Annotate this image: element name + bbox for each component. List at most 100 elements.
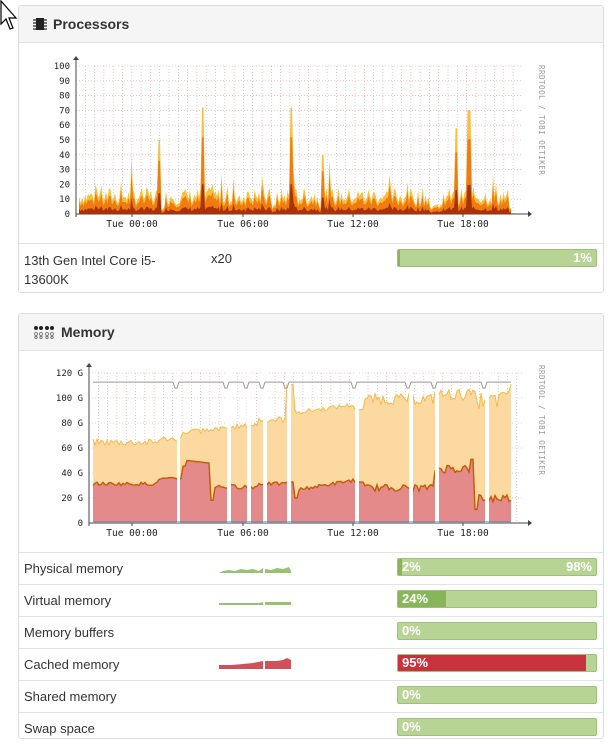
cpu-usage-percent: 1% [573,250,592,265]
memory-sparkline [219,567,291,573]
x-tick-label: Tue 12:00 [327,528,379,539]
memory-usage-fill [398,559,402,575]
memory-row-label: Virtual memory [24,593,112,608]
y-tick-label: 40 G [61,469,83,479]
y-axis-arrow [73,56,79,60]
memory-usage-bar: 2% 98% [397,558,597,576]
processors-panel: Processors 0 10 20 30 40 50 60 70 80 90 100 Tue 00:… [18,5,604,293]
x-tick-label: Tue 18:00 [437,528,489,539]
y-tick-label: 120 G [56,369,83,379]
memory-usage-bar: 24% [397,590,597,608]
x-axis-arrow [528,520,532,526]
memory-usage-percent: 24% [402,591,429,606]
memory-graph: 0 20 G 40 G 60 G 80 G 100 G 120 G Tue 00:00 Tue … [19,351,603,552]
memory-usage-percent: 0% [402,623,421,638]
memory-used-area [93,459,511,523]
sparkline-area [219,602,291,605]
memory-row: Physical memory 2% 98% [19,552,603,584]
y-tick-label: 80 [59,92,70,102]
memory-gap [435,371,439,523]
y-tick-label: 20 [59,180,70,190]
memory-usage-percent: 0% [402,687,421,702]
memory-rows: Physical memory 2% 98% Virtual memory 24% Mem… [19,552,603,744]
y-tick-label: 10 [59,195,70,205]
rrdtool-watermark: RRDTOOL / TOBI OETIKER [537,65,546,175]
sparkline-area [219,567,291,573]
y-tick-label: 70 [59,106,70,116]
memory-usage-fill [398,655,587,671]
processors-title: Processors [53,16,130,32]
memory-gap [355,371,359,523]
x-tick-label: Tue 00:00 [106,219,158,230]
memory-gap [247,371,251,523]
memory-row-label: Physical memory [24,561,123,576]
sparkline-area [219,658,291,669]
y-tick-label: 80 G [61,419,83,429]
memory-sparkline [219,602,291,605]
cpu-area-dark [79,184,511,214]
x-tick-label: Tue 18:00 [437,219,489,230]
memory-gap [287,371,291,523]
x-tick-label: Tue 06:00 [217,528,269,539]
memory-gap [263,371,267,523]
memory-usage-bar: 0% [397,686,597,704]
memory-row: Swap space 0% [19,712,603,744]
memory-usage-bar: 0% [397,718,597,736]
y-tick-label: 50 [59,136,70,146]
memory-row: Memory buffers 0% [19,616,603,648]
cpu-usage-bar: 1% [397,249,597,267]
memory-usage-bar: 0% [397,622,597,640]
memory-dots-icon [34,326,54,339]
x-tick-label: Tue 12:00 [327,219,379,230]
y-tick-label: 30 [59,166,70,176]
memory-title: Memory [61,324,115,340]
y-tick-label: 40 [59,151,70,161]
memory-usage-chart: 0 20 G 40 G 60 G 80 G 100 G 120 G Tue 00:00 Tue … [56,363,546,539]
cpu-name: 13th Gen Intel Core i5-13600K [24,253,156,287]
y-tick-label: 90 [59,77,70,87]
y-tick-label: 100 G [56,394,83,404]
memory-gap [485,371,489,523]
memory-row: Cached memory 95% [19,648,603,680]
cpu-usage-fill [398,250,400,266]
memory-sparkline [219,658,291,669]
memory-row: Virtual memory 24% [19,584,603,616]
y-tick-label: 60 G [61,444,83,454]
x-axis-arrow [528,211,532,217]
memory-usage-bar: 95% [397,654,597,672]
memory-row-label: Memory buffers [24,625,115,640]
processors-header: Processors [19,6,603,43]
memory-gap [177,371,180,523]
memory-usage-percent: 0% [402,719,421,734]
y-axis-arrow [86,363,92,367]
y-tick-label: 60 [59,121,70,131]
y-tick-label: 0 [65,210,70,220]
memory-row-label: Shared memory [24,689,117,704]
y-tick-label: 20 G [61,494,83,504]
memory-usage-fill [398,591,446,607]
memory-row-label: Swap space [24,721,95,736]
memory-cache-line [92,383,512,447]
memory-free-percent: 98% [565,559,592,574]
cpu-core-count: x20 [211,251,232,266]
memory-gap [227,371,231,523]
cpu-info-row: 13th Gen Intel Core i5-13600K x20 1% [19,243,603,292]
x-tick-label: Tue 06:00 [217,219,269,230]
mouse-cursor-icon [0,0,18,30]
memory-header: Memory [19,314,603,351]
memory-row: Shared memory 0% [19,680,603,712]
cpu-graph: 0 10 20 30 40 50 60 70 80 90 100 Tue 00:00 Tue 06:00… [19,43,603,243]
cpu-usage-chart: 0 10 20 30 40 50 60 70 80 90 100 Tue 00:00 Tue 06:00… [54,56,546,230]
rrdtool-watermark: RRDTOOL / TOBI OETIKER [537,365,546,475]
memory-panel: Memory 0 20 G 40 G 60 G 80 G 100 G 120 G Tue 00… [18,313,604,739]
y-tick-label: 0 [78,519,83,529]
memory-usage-percent: 95% [402,655,429,670]
memory-gap [409,371,413,523]
y-tick-label: 100 [54,62,70,72]
memory-total-line [93,381,511,389]
memory-usage-percent: 2% [402,559,421,574]
x-tick-label: Tue 00:00 [106,528,158,539]
cpu-chip-icon [33,18,47,30]
memory-used-line [92,458,512,511]
memory-row-label: Cached memory [24,657,120,672]
